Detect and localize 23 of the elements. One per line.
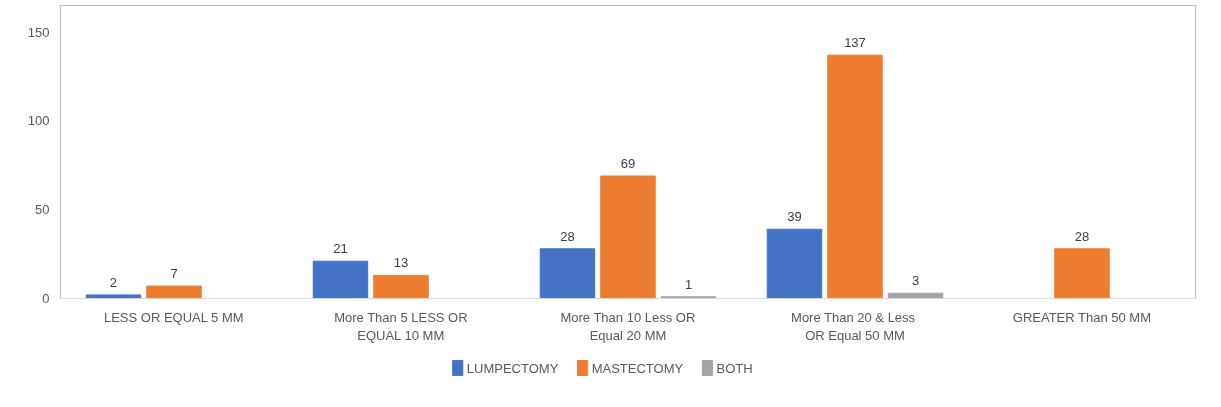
data-label: 28 [560,228,575,244]
y-tick-label: 50 [35,202,50,218]
x-tick-label: More Than 20 & Less OR Equal 50 MM [791,309,916,343]
data-label: 28 [1074,228,1090,244]
data-label: 69 [620,155,636,171]
legend-label: LUMPECTOMY [466,360,559,376]
x-tick-label: LESS OR EQUAL 5 MM [103,309,244,325]
data-label: 2 [109,274,118,290]
data-label: 1 [684,276,693,292]
data-label: 7 [170,266,178,282]
data-label: 137 [844,35,866,51]
data-label: 3 [911,273,920,289]
x-tick-label: GREATER Than 50 MM [1012,309,1151,325]
y-tick-label: 100 [27,113,50,129]
y-tick-label: 150 [27,24,50,40]
data-label: 21 [333,241,348,257]
y-tick-label: 0 [42,291,50,306]
legend-label: BOTH [716,360,753,376]
x-tick-label: More Than 10 Less OR Equal 20 MM [560,309,696,343]
data-label: 13 [393,255,409,271]
legend-label: MASTECTOMY [591,360,684,376]
x-tick-label: More Than 5 LESS OR EQUAL 10 MM [334,309,468,343]
data-label: 39 [787,209,802,225]
